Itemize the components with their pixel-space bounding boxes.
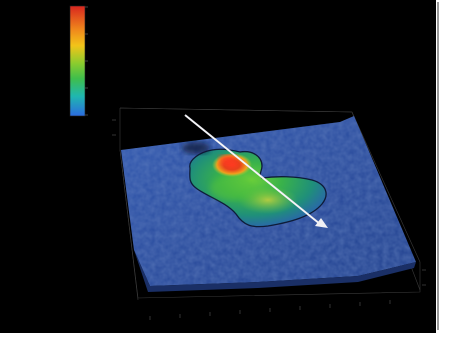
signal-peak	[212, 153, 252, 177]
axis-ticks	[112, 119, 426, 320]
right-frame	[436, 0, 451, 338]
peak-shadow	[182, 142, 210, 154]
arrow-icon	[184, 114, 328, 228]
color-scale-bar	[69, 5, 88, 117]
